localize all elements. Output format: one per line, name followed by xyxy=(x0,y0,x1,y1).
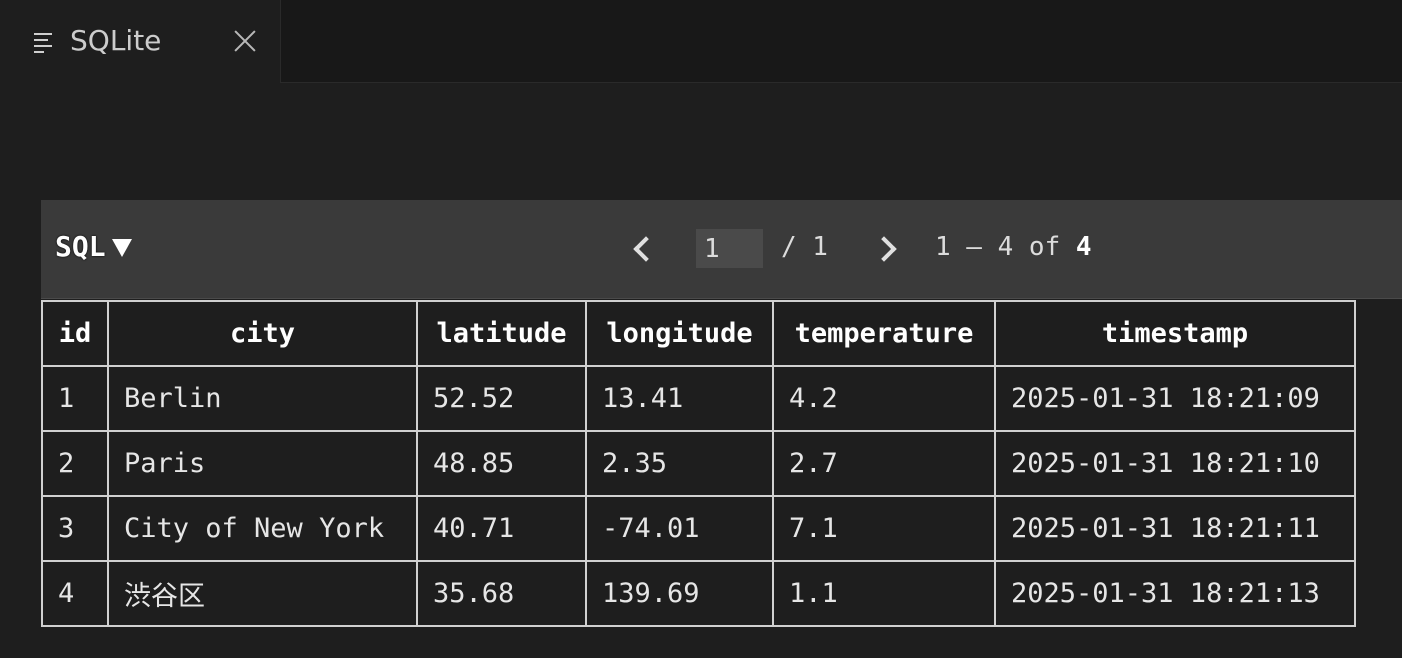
chevron-right-icon[interactable] xyxy=(875,234,895,266)
cell-city[interactable]: Paris xyxy=(107,430,418,497)
column-header-temperature[interactable]: temperature xyxy=(772,300,996,367)
column-header-longitude[interactable]: longitude xyxy=(585,300,774,367)
cell-id[interactable]: 1 xyxy=(41,365,109,432)
cell-latitude[interactable]: 40.71 xyxy=(416,495,587,562)
cell-id[interactable]: 4 xyxy=(41,560,109,627)
cell-longitude[interactable]: 13.41 xyxy=(585,365,774,432)
cell-latitude[interactable]: 48.85 xyxy=(416,430,587,497)
cell-temperature[interactable]: 7.1 xyxy=(772,495,996,562)
cell-city[interactable]: 渋谷区 xyxy=(107,560,418,627)
sql-mode-dropdown[interactable]: SQL xyxy=(55,230,132,263)
table-header-row: id city latitude longitude temperature t… xyxy=(41,300,1356,367)
table-row: 2 Paris 48.85 2.35 2.7 2025-01-31 18:21:… xyxy=(41,430,1356,497)
cell-timestamp[interactable]: 2025-01-31 18:21:10 xyxy=(994,430,1356,497)
cell-id[interactable]: 3 xyxy=(41,495,109,562)
list-icon xyxy=(34,31,54,53)
row-range: 1 – 4 of 4 xyxy=(935,232,1092,262)
cell-latitude[interactable]: 52.52 xyxy=(416,365,587,432)
tab-title: SQLite xyxy=(70,24,162,57)
page-total: / 1 xyxy=(781,232,828,262)
cell-city[interactable]: City of New York xyxy=(107,495,418,562)
column-header-id[interactable]: id xyxy=(41,300,109,367)
cell-temperature[interactable]: 4.2 xyxy=(772,365,996,432)
cell-latitude[interactable]: 35.68 xyxy=(416,560,587,627)
cell-timestamp[interactable]: 2025-01-31 18:21:11 xyxy=(994,495,1356,562)
sql-mode-label: SQL xyxy=(55,230,106,263)
cell-city[interactable]: Berlin xyxy=(107,365,418,432)
cell-temperature[interactable]: 2.7 xyxy=(772,430,996,497)
table-row: 1 Berlin 52.52 13.41 4.2 2025-01-31 18:2… xyxy=(41,365,1356,432)
cell-longitude[interactable]: -74.01 xyxy=(585,495,774,562)
row-range-text: 1 – 4 of xyxy=(935,232,1076,262)
cell-timestamp[interactable]: 2025-01-31 18:21:13 xyxy=(994,560,1356,627)
close-icon[interactable] xyxy=(232,28,258,54)
tab-sqlite[interactable]: SQLite xyxy=(0,0,281,83)
cell-id[interactable]: 2 xyxy=(41,430,109,497)
cell-temperature[interactable]: 1.1 xyxy=(772,560,996,627)
caret-down-icon xyxy=(111,238,132,257)
row-range-total: 4 xyxy=(1075,232,1092,262)
cell-timestamp[interactable]: 2025-01-31 18:21:09 xyxy=(994,365,1356,432)
table-row: 4 渋谷区 35.68 139.69 1.1 2025-01-31 18:21:… xyxy=(41,560,1356,627)
page-number-input[interactable] xyxy=(696,229,763,268)
tab-bar: SQLite xyxy=(0,0,1402,83)
column-header-timestamp[interactable]: timestamp xyxy=(994,300,1356,367)
column-header-latitude[interactable]: latitude xyxy=(416,300,587,367)
cell-longitude[interactable]: 2.35 xyxy=(585,430,774,497)
chevron-left-icon[interactable] xyxy=(631,234,651,266)
cell-longitude[interactable]: 139.69 xyxy=(585,560,774,627)
table-row: 3 City of New York 40.71 -74.01 7.1 2025… xyxy=(41,495,1356,562)
results-toolbar: SQL / 1 1 – 4 of 4 xyxy=(41,200,1402,299)
column-header-city[interactable]: city xyxy=(107,300,418,367)
results-table: id city latitude longitude temperature t… xyxy=(41,300,1356,627)
